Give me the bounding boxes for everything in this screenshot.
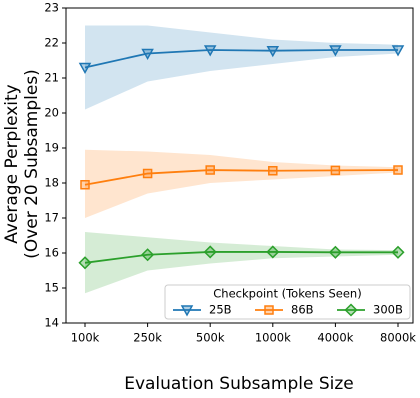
y-tick-label: 17 (44, 211, 59, 225)
data-point (78, 256, 92, 270)
data-point (266, 45, 280, 58)
y-tick-label: 18 (44, 176, 59, 190)
x-tick-label: 500k (196, 331, 225, 345)
data-point (141, 248, 155, 262)
data-point (203, 45, 217, 57)
x-tick-label: 100k (71, 331, 100, 345)
y-tick-label: 15 (44, 281, 59, 295)
y-tick-label: 19 (44, 141, 59, 155)
x-tick-label: 8000k (380, 331, 416, 345)
series-line (84, 49, 398, 69)
data-point (141, 48, 154, 61)
data-point (266, 245, 280, 259)
y-axis-label: Average Perplexity (2, 84, 22, 244)
legend-marker (180, 305, 194, 317)
legend-label: 300B (373, 303, 403, 317)
x-tick-label: 250k (133, 331, 162, 345)
legend-label: 25B (209, 303, 232, 317)
y-tick-label: 20 (44, 106, 59, 120)
y-axis-label: (Over 20 Subsamples) (22, 69, 42, 259)
confidence-band (85, 149, 398, 218)
series-line (84, 169, 399, 186)
x-axis-label: Evaluation Subsample Size (124, 374, 354, 394)
data-point (330, 165, 341, 176)
data-point (78, 62, 92, 75)
legend-marker (264, 305, 274, 315)
series-line (84, 251, 398, 264)
x-tick-label: 4000k (317, 331, 353, 345)
data-point (328, 245, 342, 259)
data-point (391, 45, 405, 57)
legend-marker (344, 303, 358, 317)
y-tick-label: 14 (44, 316, 59, 330)
data-point (268, 166, 278, 176)
data-point (329, 45, 342, 57)
data-point (391, 245, 405, 259)
confidence-band (85, 232, 398, 294)
plot-frame (65, 7, 414, 324)
y-tick-label: 21 (44, 71, 59, 85)
y-tick-label: 23 (44, 1, 59, 15)
data-point (142, 168, 153, 179)
legend-label: 86B (291, 303, 314, 317)
y-tick-label: 22 (44, 36, 59, 50)
x-tick-label: 1000k (255, 331, 291, 345)
confidence-band (85, 25, 398, 110)
data-point (393, 165, 403, 175)
data-point (205, 165, 215, 175)
data-point (80, 180, 90, 190)
data-point (203, 245, 217, 259)
y-tick-label: 16 (44, 246, 59, 260)
legend-title: Checkpoint (Tokens Seen) (213, 287, 361, 301)
